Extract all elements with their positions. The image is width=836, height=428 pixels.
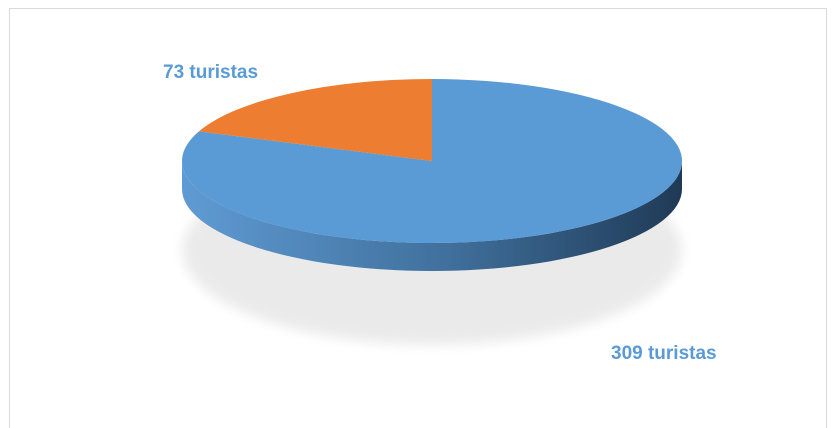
pie-side-band	[182, 161, 682, 271]
slice-label-309: 309 turistas	[611, 343, 717, 364]
slice-label-73: 73 turistas	[163, 62, 258, 83]
pie-slice-1	[198, 79, 432, 161]
pie-slice-0	[182, 79, 683, 244]
